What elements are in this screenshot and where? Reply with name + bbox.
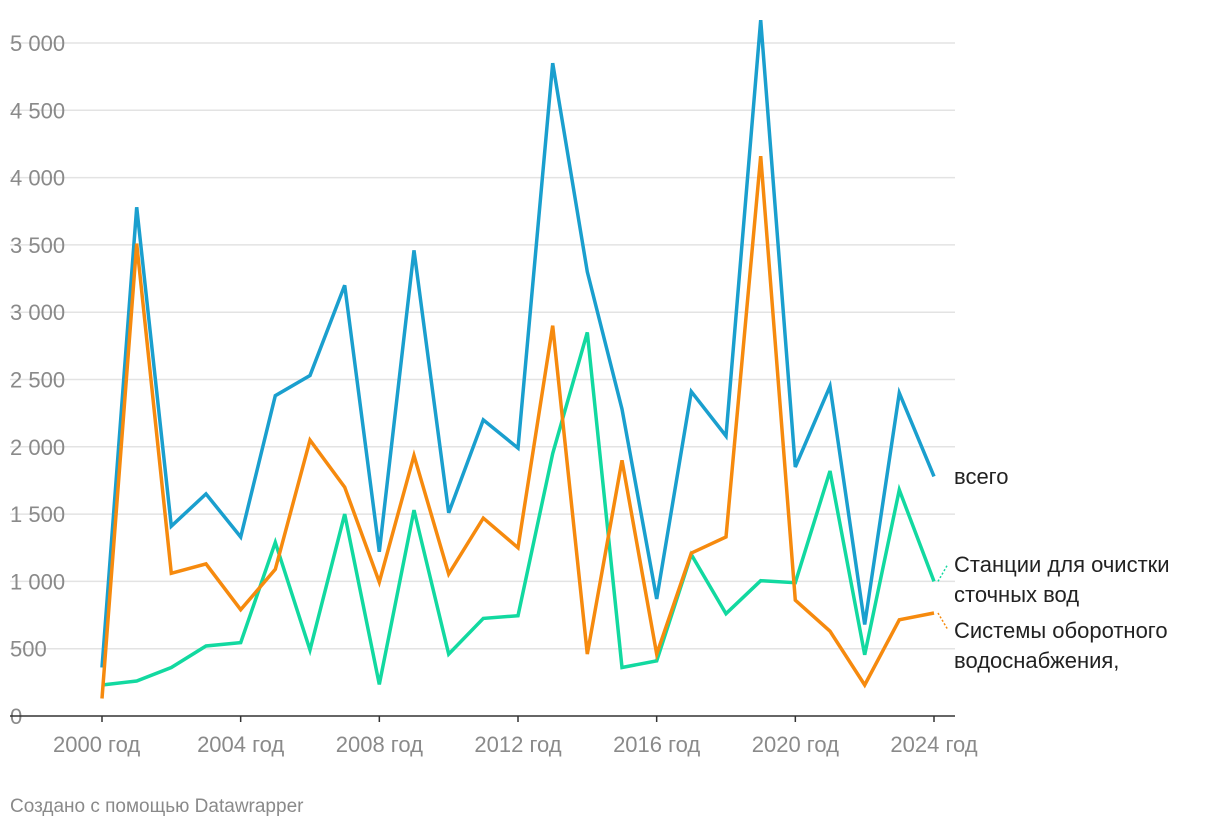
y-tick-label: 1 000 [10, 569, 65, 594]
x-tick-label: 2008 год [336, 732, 423, 757]
y-tick-label: 500 [10, 637, 47, 662]
x-axis: 2000 год 2004 год 2008 год 2012 год 2016 год… [10, 715, 978, 757]
series-label: Системы оборотного [954, 618, 1168, 643]
y-tick-label: 3 500 [10, 233, 65, 258]
series-labels: всего Станции для очистки сточных вод Систе… [937, 464, 1170, 673]
y-tick-label: 2 000 [10, 435, 65, 460]
gridlines [10, 42, 955, 650]
x-tick-label: 2000 год [53, 732, 140, 757]
chart-credit: Создано с помощью Datawrapper [10, 796, 304, 817]
y-tick-label: 1 500 [10, 502, 65, 527]
x-tick-label: 2004 год [197, 732, 284, 757]
series-line-1 [101, 331, 936, 687]
y-tick-label: 4 000 [10, 166, 65, 191]
y-tick-label: 3 000 [10, 300, 65, 325]
series-lines [100, 19, 936, 699]
series-label: сточных вод [954, 582, 1079, 607]
x-tick-label: 2020 год [752, 732, 839, 757]
series-line-0 [100, 19, 936, 668]
series-label: всего [954, 464, 1008, 489]
series-label: водоснабжения, [954, 648, 1119, 673]
label-leader-line [937, 612, 949, 631]
x-tick-label: 2016 год [613, 732, 700, 757]
y-tick-label: 2 500 [10, 368, 65, 393]
y-tick-label: 4 500 [10, 98, 65, 123]
series-line-2 [100, 155, 935, 699]
label-leader-line [937, 563, 949, 582]
x-tick-label: 2012 год [474, 732, 561, 757]
series-label: Станции для очистки [954, 552, 1170, 577]
x-tick-label: 2024 год [890, 732, 977, 757]
y-tick-label: 5 000 [10, 31, 65, 56]
